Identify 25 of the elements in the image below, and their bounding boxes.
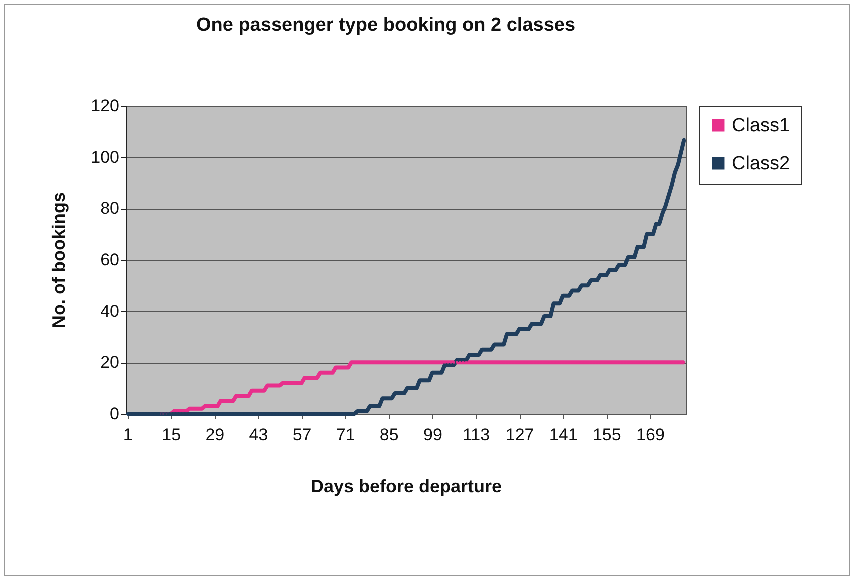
y-tick-label: 0	[110, 404, 120, 424]
y-tick-label: 100	[91, 148, 120, 167]
x-tick-label: 15	[162, 426, 182, 444]
x-tick-label: 1	[123, 426, 133, 444]
y-tick-label: 40	[100, 302, 120, 321]
x-tick-label: 29	[206, 426, 225, 444]
legend-label: Class2	[732, 154, 790, 174]
x-tick-label: 127	[506, 426, 534, 444]
y-tick-label: 60	[100, 250, 120, 270]
legend-label: Class1	[732, 116, 790, 136]
x-tick-label: 71	[336, 426, 356, 444]
x-tick-label: 169	[636, 426, 665, 444]
x-tick-label: 85	[380, 426, 399, 444]
x-tick-label: 57	[292, 426, 312, 444]
x-axis-title: Days before departure	[310, 476, 502, 496]
x-tick-label: 43	[249, 426, 268, 444]
x-tick-label: 141	[549, 426, 578, 444]
y-tick-label: 80	[100, 199, 120, 218]
x-tick-label: 155	[592, 426, 622, 444]
x-tick-label: 99	[423, 426, 442, 444]
chart-title: One passenger type booking on 2 classes	[196, 15, 576, 36]
y-tick-label: 20	[100, 353, 120, 372]
y-tick-label: 120	[91, 96, 120, 116]
x-tick-label: 113	[462, 426, 490, 444]
y-axis-title: No. of bookings	[49, 192, 70, 328]
